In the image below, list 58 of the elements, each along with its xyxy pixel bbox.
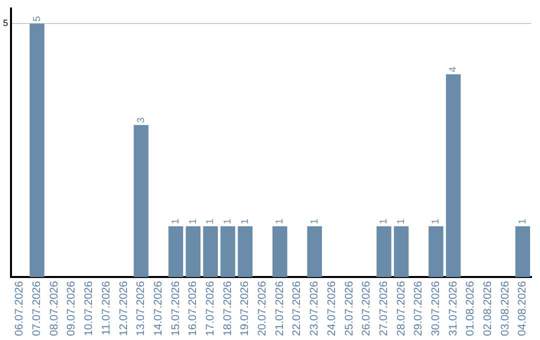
- x-tick-label: 12.07.2026: [118, 280, 130, 336]
- x-tick-label: 17.07.2026: [204, 280, 217, 336]
- bar: [30, 24, 44, 277]
- x-tick-label: 14.07.2026: [152, 280, 164, 336]
- x-tick-label: 28.07.2026: [395, 280, 408, 336]
- x-tick-label: 29.07.2026: [412, 280, 425, 336]
- x-tick-label: 02.08.2026: [482, 280, 494, 336]
- x-tick-label: 27.07.2026: [378, 280, 390, 336]
- data-label: 1: [430, 218, 442, 224]
- data-label: 1: [222, 218, 234, 224]
- bar: [134, 124, 148, 277]
- x-tick-label: 18.07.2026: [222, 280, 234, 336]
- data-label: 1: [378, 218, 390, 224]
- bar: [394, 226, 409, 277]
- bar: [307, 226, 322, 277]
- x-tick-label: 15.07.2026: [170, 280, 182, 336]
- x-tick-label: 31.07.2026: [447, 280, 460, 336]
- data-label: 1: [396, 218, 408, 224]
- x-tick-label: 26.07.2026: [360, 280, 373, 336]
- data-label: 5: [32, 16, 43, 22]
- data-label: 1: [170, 218, 182, 224]
- x-tick-label: 20.07.2026: [256, 280, 269, 336]
- bar: [446, 74, 461, 277]
- x-tick-label: 22.07.2026: [291, 280, 304, 336]
- x-tick-label: 09.07.2026: [66, 280, 78, 336]
- data-label: 1: [517, 218, 528, 224]
- x-tick-label: 04.08.2026: [516, 280, 529, 336]
- bar: [272, 226, 288, 277]
- bar: [515, 226, 530, 277]
- x-tick-label: 11.07.2026: [100, 280, 112, 336]
- bar: [186, 226, 201, 277]
- data-label: 3: [136, 116, 147, 123]
- x-tick-label: 06.07.2026: [14, 280, 26, 336]
- data-label: 4: [448, 66, 460, 72]
- x-tick-label: 13.07.2026: [135, 280, 148, 336]
- bar: [203, 226, 218, 277]
- x-tick-label: 24.07.2026: [326, 280, 338, 336]
- data-label: 1: [205, 218, 216, 224]
- x-tick-label: 21.07.2026: [274, 280, 286, 336]
- bar: [428, 226, 444, 277]
- x-tick-label: 10.07.2026: [83, 280, 96, 336]
- data-label: 1: [188, 218, 199, 224]
- bar: [220, 226, 236, 277]
- x-tick-label: 08.07.2026: [48, 280, 60, 336]
- x-tick-label: 30.07.2026: [430, 280, 442, 336]
- x-tick-label: 03.08.2026: [499, 280, 512, 336]
- bar: [168, 226, 184, 277]
- x-tick-label: 16.07.2026: [187, 280, 200, 336]
- bar: [376, 226, 392, 277]
- x-tick-label: 07.07.2026: [31, 280, 44, 336]
- x-tick-label: 19.07.2026: [239, 280, 252, 336]
- data-label: 1: [274, 218, 286, 224]
- x-tick-label: 23.07.2026: [308, 280, 321, 336]
- data-label: 1: [240, 218, 251, 224]
- x-tick-label: 25.07.2026: [343, 280, 356, 336]
- x-tick-label: 01.08.2026: [464, 280, 477, 336]
- data-label: 1: [309, 218, 320, 224]
- bar: [238, 226, 253, 277]
